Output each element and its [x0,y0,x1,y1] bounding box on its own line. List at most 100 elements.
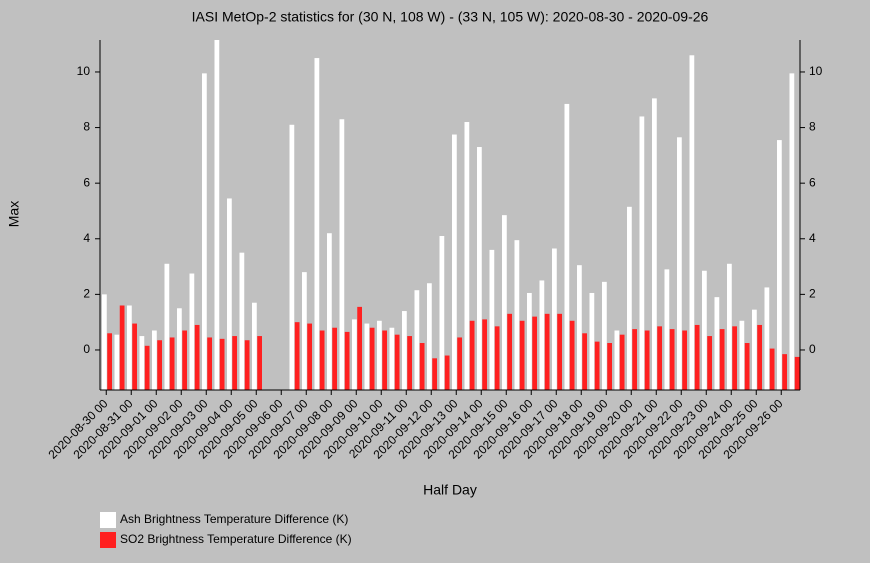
bar [782,354,787,390]
bar [239,252,245,390]
bar [169,337,175,390]
bar [502,215,507,390]
bar [327,233,332,390]
bar [594,341,600,390]
bar [519,320,525,390]
bar [689,55,695,390]
bar [182,330,187,390]
bar [357,306,362,390]
bar [719,329,725,390]
bar [564,103,570,390]
bar [177,308,182,390]
bar [352,319,357,390]
bar [652,98,657,390]
bar [477,147,482,390]
bar [439,235,445,390]
bar [382,330,387,390]
bar [794,356,800,390]
bar [344,331,350,390]
bar [244,340,250,390]
bar [257,336,262,390]
bar [319,330,325,390]
bar [607,343,612,390]
y2-tick-label: 0 [809,342,816,356]
bar [364,323,370,390]
bar [414,290,420,390]
bar [639,116,645,391]
y-axis-label: Max [6,201,22,227]
bar [139,336,145,390]
y2-tick-label: 2 [809,287,816,301]
bar [132,323,137,390]
bar [219,338,225,390]
legend-swatch [100,532,116,548]
bar [207,337,212,390]
bar [394,334,400,390]
bar [127,305,132,390]
bar [444,355,450,390]
bar [232,336,237,390]
bar [664,269,670,390]
bar [102,294,107,390]
legend-label: Ash Brightness Temperature Difference (K… [120,512,348,526]
bar [789,73,795,391]
bar [214,40,220,390]
bar [189,273,195,390]
bar [307,323,312,390]
bar [389,327,395,390]
y-tick-label: 10 [77,64,91,78]
bar [452,134,457,390]
bar [764,287,770,390]
bar [694,324,700,390]
bar [589,292,595,390]
y-tick-label: 4 [83,231,90,245]
bar [194,324,200,390]
bar [227,198,232,390]
y2-tick-label: 6 [809,175,816,189]
bar [407,336,412,390]
bar [627,206,632,390]
bar [144,345,150,390]
bar [582,333,587,390]
bar [514,240,520,390]
bar [339,119,345,390]
chart-title: IASI MetOp-2 statistics for (30 N, 108 W… [192,9,709,25]
bar [202,73,207,391]
bar [289,124,295,390]
bar [702,270,707,390]
bar [757,324,762,390]
bar [107,333,112,390]
legend-label: SO2 Brightness Temperature Difference (K… [120,532,352,546]
bar [602,281,607,390]
legend-swatch [100,512,116,528]
bar [539,280,545,390]
bar [457,337,462,390]
bar [527,292,532,390]
bar [427,283,432,390]
x-axis-label: Half Day [423,482,477,498]
bar [739,320,745,390]
bar [294,322,300,390]
bar [544,313,550,390]
bar [732,326,737,390]
bar [402,311,407,390]
bar [314,58,320,391]
bar [677,137,682,390]
bar [494,326,500,390]
bar [769,348,775,390]
bar [332,327,337,390]
bar [682,330,687,390]
bar [489,249,495,390]
bar [369,327,375,390]
bar [419,343,425,390]
y-tick-label: 8 [83,120,90,134]
bar [507,313,512,390]
bar [714,297,720,390]
bar [469,320,475,390]
y-tick-label: 2 [83,287,90,301]
bar [614,330,620,390]
bar [377,320,382,390]
bar [252,302,257,390]
bar [302,272,307,390]
bar [114,334,120,390]
